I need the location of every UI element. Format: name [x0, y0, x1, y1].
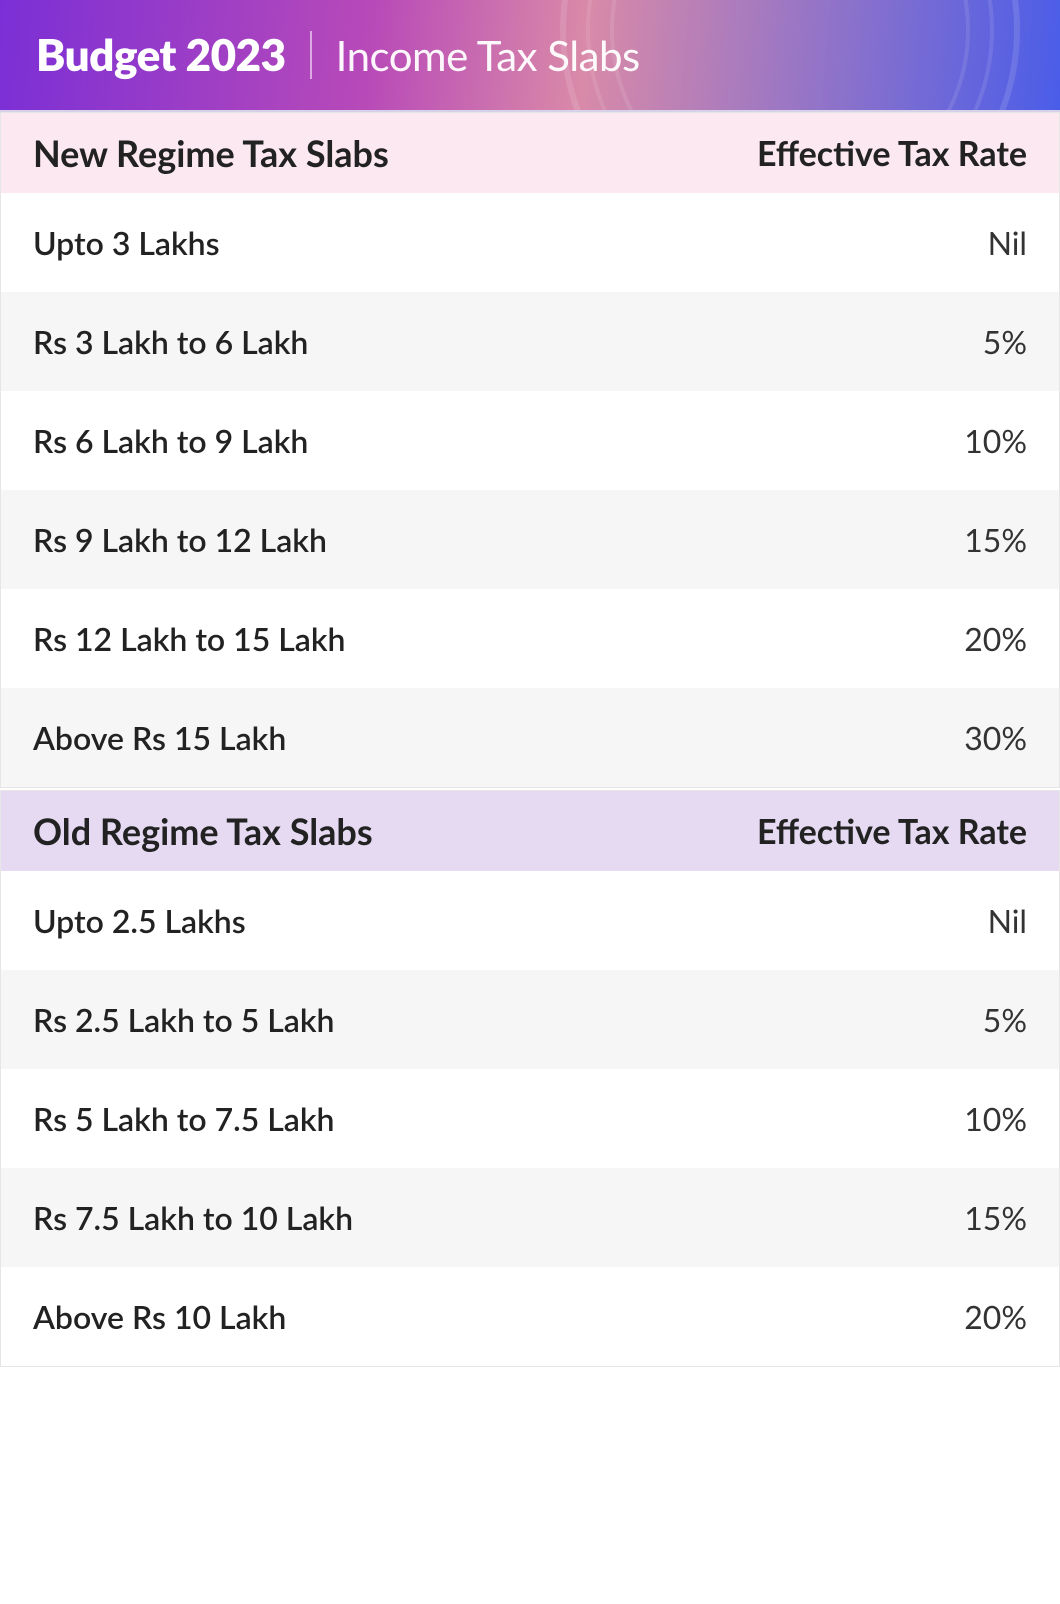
table-row: Upto 3 Lakhs Nil: [1, 193, 1059, 292]
slab-range: Rs 6 Lakh to 9 Lakh: [33, 421, 308, 460]
tax-slab-section: Old Regime Tax Slabs Effective Tax Rate Up…: [0, 790, 1060, 1367]
table-row: Rs 5 Lakh to 7.5 Lakh 10%: [1, 1069, 1059, 1168]
slab-range: Above Rs 10 Lakh: [33, 1297, 286, 1336]
table-row: Rs 6 Lakh to 9 Lakh 10%: [1, 391, 1059, 490]
slab-rate: 15%: [964, 520, 1027, 559]
slab-rate: 10%: [964, 1099, 1027, 1138]
table-row: Rs 3 Lakh to 6 Lakh 5%: [1, 292, 1059, 391]
slab-range: Rs 7.5 Lakh to 10 Lakh: [33, 1198, 353, 1237]
banner: Budget 2023 Income Tax Slabs: [0, 0, 1060, 112]
slab-rate: 30%: [964, 718, 1027, 757]
tax-slab-section: New Regime Tax Slabs Effective Tax Rate Up…: [0, 112, 1060, 788]
section-title: New Regime Tax Slabs: [33, 131, 389, 175]
table-row: Rs 12 Lakh to 15 Lakh 20%: [1, 589, 1059, 688]
slab-range: Above Rs 15 Lakh: [33, 718, 286, 757]
slab-rate: Nil: [988, 223, 1027, 262]
table-row: Above Rs 15 Lakh 30%: [1, 688, 1059, 787]
table-row: Rs 9 Lakh to 12 Lakh 15%: [1, 490, 1059, 589]
table-row: Upto 2.5 Lakhs Nil: [1, 871, 1059, 970]
slab-rate: 20%: [964, 1297, 1027, 1336]
banner-separator: [310, 31, 312, 79]
slab-rate: 5%: [983, 1000, 1027, 1039]
slab-range: Rs 3 Lakh to 6 Lakh: [33, 322, 308, 361]
slab-range: Rs 2.5 Lakh to 5 Lakh: [33, 1000, 335, 1039]
section-title: Old Regime Tax Slabs: [33, 809, 373, 853]
table-row: Above Rs 10 Lakh 20%: [1, 1267, 1059, 1366]
table-row: Rs 7.5 Lakh to 10 Lakh 15%: [1, 1168, 1059, 1267]
rate-column-header: Effective Tax Rate: [757, 133, 1027, 174]
rate-column-header: Effective Tax Rate: [757, 811, 1027, 852]
slab-range: Rs 5 Lakh to 7.5 Lakh: [33, 1099, 335, 1138]
slab-rate: 10%: [964, 421, 1027, 460]
table-row: Rs 2.5 Lakh to 5 Lakh 5%: [1, 970, 1059, 1069]
slab-rate: Nil: [988, 901, 1027, 940]
banner-title: Budget 2023: [36, 29, 286, 81]
section-header: Old Regime Tax Slabs Effective Tax Rate: [1, 791, 1059, 871]
slab-rate: 5%: [983, 322, 1027, 361]
section-header: New Regime Tax Slabs Effective Tax Rate: [1, 113, 1059, 193]
slab-rate: 20%: [964, 619, 1027, 658]
slab-range: Rs 9 Lakh to 12 Lakh: [33, 520, 327, 559]
banner-subtitle: Income Tax Slabs: [336, 30, 640, 80]
slab-range: Rs 12 Lakh to 15 Lakh: [33, 619, 346, 658]
slab-range: Upto 3 Lakhs: [33, 223, 220, 262]
slab-range: Upto 2.5 Lakhs: [33, 901, 246, 940]
slab-rate: 15%: [964, 1198, 1027, 1237]
